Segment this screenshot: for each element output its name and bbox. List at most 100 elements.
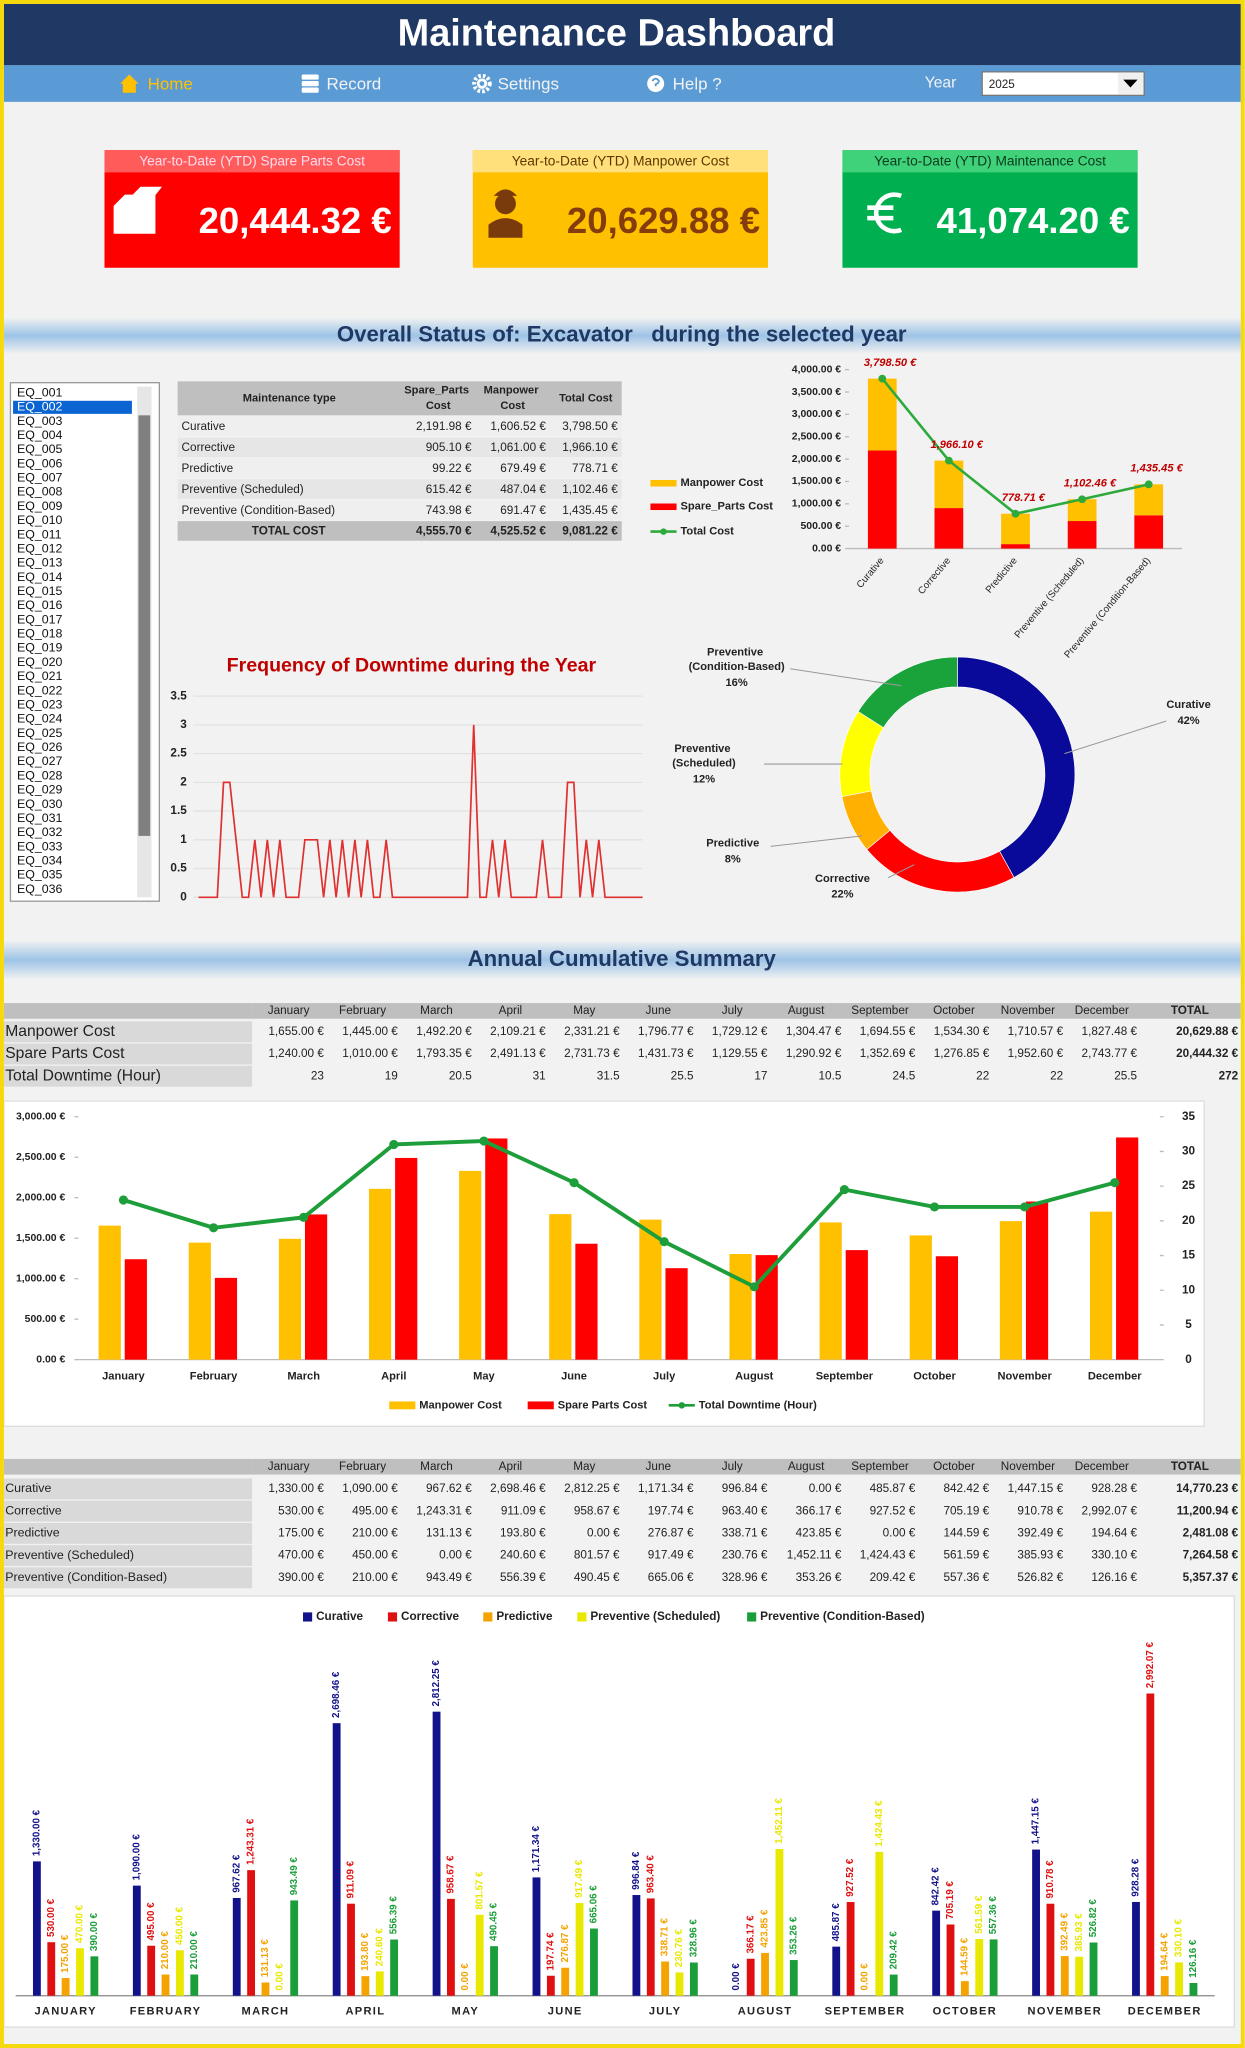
nav-item[interactable]: Help ? [673, 74, 722, 93]
table-cell: 801.57 € [574, 1549, 620, 1562]
bar [395, 1157, 418, 1360]
equipment-item[interactable]: EQ_020 [17, 655, 63, 669]
table-cell: 557.36 € [943, 1571, 989, 1584]
equipment-item[interactable]: EQ_011 [17, 527, 62, 541]
line-marker [569, 1178, 579, 1188]
equipment-item[interactable]: EQ_022 [17, 683, 63, 697]
bar-segment [1134, 515, 1164, 549]
table-cell: 11,200.94 € [1177, 1504, 1239, 1517]
table-cell: 743.98 € [426, 504, 472, 517]
equipment-item[interactable]: EQ_004 [17, 428, 63, 442]
equipment-item[interactable]: EQ_018 [17, 627, 63, 641]
value-label: 131.13 € [260, 1939, 271, 1978]
y-tick-label: 1.5 [170, 804, 187, 817]
equipment-item[interactable]: EQ_002 [17, 400, 63, 414]
value-label: 470.00 € [75, 1904, 86, 1943]
equipment-item[interactable]: EQ_023 [17, 697, 63, 711]
equipment-item[interactable]: EQ_034 [17, 853, 63, 867]
table-cell: 485.87 € [870, 1482, 916, 1495]
equipment-item[interactable]: EQ_028 [17, 768, 63, 782]
bar [459, 1170, 482, 1360]
donut-percent: 12% [693, 774, 715, 786]
year-select[interactable] [981, 71, 1145, 96]
equipment-item[interactable]: EQ_001 [17, 385, 63, 399]
column-header: Spare_Parts Cost [404, 384, 472, 412]
equipment-item[interactable]: EQ_007 [17, 471, 63, 485]
value-label: 126.16 € [1188, 1939, 1199, 1978]
equipment-item[interactable]: EQ_015 [17, 584, 63, 598]
table-cell: 2,731.73 € [564, 1047, 620, 1060]
row-label-cell [3, 1500, 253, 1522]
equipment-item[interactable]: EQ_017 [17, 612, 63, 626]
equipment-item[interactable]: EQ_009 [17, 499, 63, 513]
scrollbar-thumb[interactable] [138, 415, 151, 836]
equipment-item[interactable]: EQ_019 [17, 641, 63, 655]
equipment-item[interactable]: EQ_026 [17, 740, 63, 754]
equipment-item[interactable]: EQ_036 [17, 882, 63, 896]
nav-item[interactable]: Record [327, 74, 382, 93]
legend-label: Spare Parts Cost [558, 1399, 648, 1411]
table-cell: 338.71 € [722, 1526, 768, 1539]
y-tick-label: 2,500.00 € [16, 1152, 66, 1163]
chart-frame [3, 1595, 1235, 2028]
equipment-item[interactable]: EQ_030 [17, 797, 63, 811]
equipment-item[interactable]: EQ_010 [17, 513, 63, 527]
bar [304, 1214, 328, 1360]
equipment-item[interactable]: EQ_027 [17, 754, 63, 768]
bar [1075, 1956, 1084, 1996]
home-icon [120, 74, 139, 93]
equipment-item[interactable]: EQ_021 [17, 669, 63, 683]
line-marker [299, 1212, 309, 1222]
equipment-item[interactable]: EQ_005 [17, 442, 63, 456]
equipment-item[interactable]: EQ_032 [17, 825, 63, 839]
x-tick-label: NOVEMBER [1028, 2005, 1103, 2017]
equipment-item[interactable]: EQ_006 [17, 456, 63, 470]
legend-swatch [577, 1612, 587, 1622]
bar [214, 1277, 238, 1360]
bar [1175, 1962, 1184, 1996]
record-icon [301, 74, 319, 93]
equipment-item[interactable]: EQ_013 [17, 556, 63, 570]
x-tick-label: MAY [452, 2005, 480, 2017]
y-tick-label: 1,000.00 € [16, 1273, 66, 1284]
table-cell: 928.28 € [1091, 1482, 1137, 1495]
nav-item[interactable]: Settings [498, 74, 559, 93]
line-marker [208, 1223, 219, 1233]
table-cell: Predictive [182, 462, 234, 475]
bar [432, 1711, 441, 1996]
column-header: August [788, 1460, 825, 1473]
line-marker [839, 1185, 849, 1195]
column-header: February [339, 1004, 386, 1017]
equipment-item[interactable]: EQ_024 [17, 712, 63, 726]
table-cell: 126.16 € [1091, 1571, 1137, 1584]
bar [935, 1256, 959, 1360]
table-cell: 20,629.88 € [1176, 1025, 1239, 1038]
table-cell: 2,698.46 € [490, 1482, 546, 1495]
table-cell: 2,491.13 € [490, 1047, 546, 1060]
y-tick-label: 1,500.00 € [16, 1233, 66, 1244]
equipment-item[interactable]: EQ_012 [17, 541, 63, 555]
table-cell: 1,424.43 € [860, 1549, 916, 1562]
table-cell: 615.42 € [426, 483, 472, 496]
equipment-item[interactable]: EQ_008 [17, 485, 63, 499]
table-cell: 967.62 € [426, 1482, 472, 1495]
equipment-item[interactable]: EQ_029 [17, 783, 63, 797]
equipment-item[interactable]: EQ_014 [17, 570, 63, 584]
table-cell: 963.40 € [722, 1504, 768, 1517]
value-label: 1,171.34 € [531, 1825, 542, 1872]
bar-segment [1001, 513, 1030, 545]
legend-swatch [660, 528, 667, 535]
dropdown-arrow [1123, 79, 1138, 88]
equipment-item[interactable]: EQ_035 [17, 868, 63, 882]
equipment-item[interactable]: EQ_016 [17, 598, 63, 612]
value-label: 392.49 € [1059, 1912, 1070, 1951]
equipment-list[interactable] [9, 382, 160, 902]
line-marker [929, 1202, 940, 1212]
table-cell: 1,827.48 € [1082, 1025, 1138, 1038]
equipment-item[interactable]: EQ_003 [17, 414, 63, 428]
equipment-item[interactable]: EQ_033 [17, 839, 63, 853]
nav-item[interactable]: Home [148, 74, 193, 93]
table-cell: 17 [754, 1069, 767, 1082]
equipment-item[interactable]: EQ_031 [17, 811, 63, 825]
equipment-item[interactable]: EQ_025 [17, 726, 63, 740]
